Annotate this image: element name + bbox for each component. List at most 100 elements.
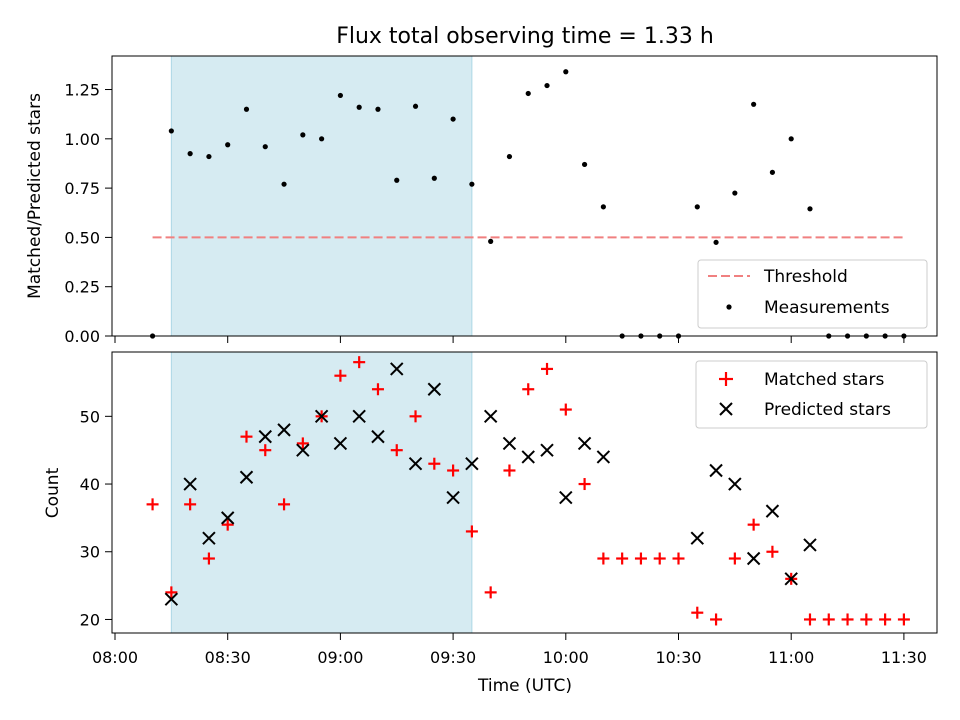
bottom-matched-points	[146, 356, 910, 626]
legend-measurements-swatch	[726, 304, 732, 310]
bottom-x-axis-label: Time (UTC)	[477, 676, 572, 696]
top-y-tick-label: 0.00	[64, 327, 100, 346]
bottom-y-tick-label: 50	[80, 407, 100, 426]
measurement-point	[563, 69, 569, 75]
bottom-y-tick-label: 20	[80, 610, 100, 629]
bottom-legend-box	[695, 360, 928, 429]
bottom-x-tick-label: 10:00	[543, 648, 589, 667]
predicted-star-point	[258, 429, 272, 444]
top-title: Flux total observing time = 1.33 h	[336, 24, 714, 49]
matched-star-point	[259, 444, 272, 457]
legend-predicted-swatch	[719, 402, 733, 416]
predicted-star-point	[239, 470, 254, 484]
matched-star-point	[240, 430, 253, 443]
legend-threshold-label: Threshold	[763, 267, 848, 287]
top-legend-box	[697, 259, 928, 329]
measurement-point	[281, 181, 287, 187]
predicted-star-point	[765, 504, 780, 518]
bottom-axes-frame	[111, 351, 938, 634]
matched-star-point	[766, 545, 779, 558]
measurement-point	[375, 106, 381, 112]
top-y-tick-label: 0.25	[64, 278, 100, 297]
predicted-star-point	[709, 463, 723, 478]
matched-star-point	[728, 552, 741, 565]
measurement-point	[394, 177, 400, 183]
bottom-x-tick-label: 10:30	[655, 648, 701, 667]
matched-star-point	[653, 552, 666, 565]
matched-star-point	[616, 552, 629, 565]
predicted-star-point	[521, 450, 535, 464]
top-axes-frame	[111, 55, 938, 337]
measurement-point	[506, 153, 513, 160]
matched-star-point	[221, 518, 234, 531]
matched-star-point	[165, 586, 178, 599]
measurement-point	[168, 128, 174, 134]
measurement-point	[600, 204, 606, 210]
matched-star-point	[428, 457, 441, 470]
predicted-star-point	[446, 490, 460, 505]
predicted-star-point	[296, 443, 310, 457]
predicted-star-point	[390, 362, 404, 376]
measurement-point	[732, 190, 738, 196]
measurement-point	[262, 144, 268, 150]
predicted-star-point	[333, 436, 348, 451]
measurement-point	[412, 103, 419, 109]
top-y-axis-label: Matched/Predicted stars	[25, 93, 45, 299]
matched-star-point	[409, 410, 422, 423]
measurement-point	[525, 90, 531, 97]
legend-predicted-label: Predicted stars	[764, 400, 891, 420]
matched-star-point	[672, 552, 685, 565]
bottom-y-ticks: 20 30 40 50	[80, 407, 112, 629]
bottom-x-tick-label: 09:30	[430, 648, 476, 667]
predicted-star-point	[728, 477, 742, 491]
bottom-observing-window	[170, 351, 473, 634]
predicted-star-point	[314, 409, 329, 424]
bottom-x-tick-label: 11:30	[881, 648, 927, 667]
top-legend: Threshold Measurements	[697, 259, 928, 329]
matched-star-point	[353, 356, 366, 369]
measurement-point	[450, 116, 456, 122]
measurement-point	[206, 153, 212, 160]
matched-star-point	[559, 403, 572, 416]
bottom-x-tick-label: 09:00	[317, 648, 363, 667]
matched-star-point	[184, 498, 197, 511]
legend-matched-swatch	[719, 372, 733, 386]
measurement-point	[319, 136, 325, 142]
bottom-x-tick-label: 08:00	[92, 648, 138, 667]
measurement-point	[187, 151, 193, 157]
matched-star-point	[897, 613, 910, 626]
legend-matched-label: Matched stars	[764, 370, 884, 390]
matched-star-point	[747, 518, 760, 531]
measurement-point	[544, 82, 550, 89]
measurement-point	[431, 175, 437, 181]
predicted-star-point	[202, 531, 216, 545]
predicted-star-point	[277, 423, 291, 437]
measurement-point	[713, 239, 719, 245]
bottom-y-axis-label: Count	[43, 467, 63, 518]
predicted-star-point	[746, 551, 761, 566]
top-observing-window	[170, 55, 473, 337]
measurement-point	[581, 161, 588, 168]
predicted-star-point	[483, 409, 498, 424]
measurement-point	[488, 238, 494, 244]
predicted-star-point	[502, 436, 517, 451]
predicted-star-point	[371, 429, 385, 444]
measurement-point	[356, 104, 362, 110]
predicted-star-point	[352, 409, 366, 424]
bottom-x-tick-label: 11:00	[768, 648, 814, 667]
top-y-tick-label: 0.75	[64, 179, 100, 198]
measurement-point	[769, 169, 776, 175]
measurement-point	[300, 132, 306, 138]
legend-measurements-label: Measurements	[764, 298, 890, 318]
bottom-y-tick-label: 40	[80, 475, 100, 494]
measurement-point	[751, 101, 757, 107]
predicted-star-point	[784, 572, 798, 586]
matched-star-point	[371, 383, 384, 396]
predicted-star-point	[803, 538, 817, 552]
predicted-star-point	[408, 457, 423, 471]
predicted-star-point	[465, 457, 479, 471]
matched-star-point	[578, 478, 591, 491]
matched-star-point	[710, 613, 723, 626]
bottom-x-ticks: 08:00 08:30 09:00 09:30 10:00 10:30 11:00 11:30	[92, 633, 927, 667]
